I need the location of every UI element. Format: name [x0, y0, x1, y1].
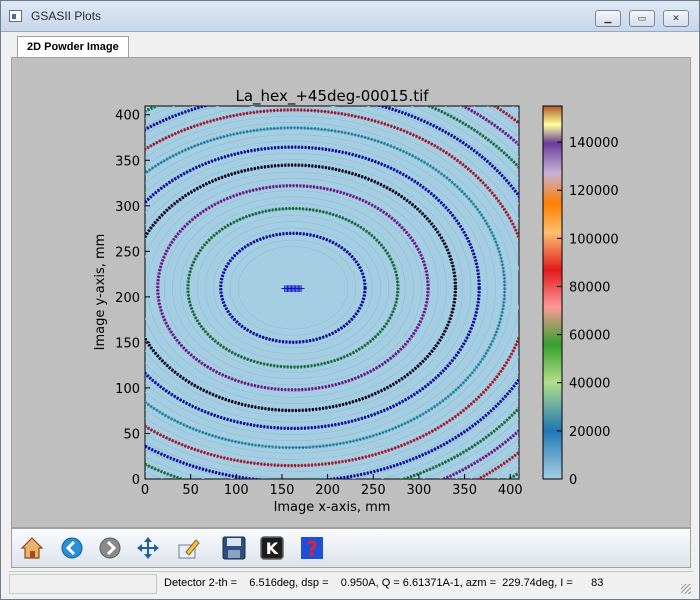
status-bar: Detector 2-th = 6.516deg, dsp = 0.950A, … — [9, 571, 693, 596]
beam-center-marker: + — [294, 282, 303, 295]
y-tick-label: 0 — [132, 473, 140, 488]
faint-ring — [145, 171, 447, 404]
ring-fit-line — [145, 146, 480, 429]
ring-fit-line — [145, 109, 519, 466]
faint-ring — [204, 221, 381, 355]
x-tick-label: 150 — [270, 483, 295, 498]
axes: 0 50 100 150 200 250 300 350 400 0 50 100 150 200 250 3… — [115, 109, 522, 498]
y-tick-label: 50 — [123, 427, 140, 442]
window-title: GSASII Plots — [31, 9, 102, 23]
chart-title: La_hex_+45deg-00015.tif — [235, 87, 429, 106]
beam-center-marker: + — [284, 282, 293, 295]
app-icon — [9, 10, 22, 22]
beam-center-marker: + — [288, 282, 297, 295]
figure[interactable]: La_hex_+45deg-00015.tif +++++++++++++ 0 5… — [12, 58, 690, 527]
back-icon[interactable] — [58, 534, 86, 562]
colorbar-tick-label: 40000 — [569, 377, 610, 392]
save-icon[interactable] — [220, 534, 248, 562]
y-tick-label: 350 — [115, 154, 140, 169]
resize-grip[interactable] — [681, 584, 691, 594]
colorbar — [542, 105, 563, 480]
faint-ring — [145, 153, 472, 423]
y-axis-label: Image y-axis, mm — [93, 234, 108, 351]
colorbar-tick-label: 100000 — [569, 232, 619, 247]
status-field-left — [9, 574, 157, 594]
x-tick-label: 350 — [452, 483, 477, 498]
y-tick-label: 100 — [115, 382, 140, 397]
y-tick-label: 150 — [115, 336, 140, 351]
x-tick-label: 50 — [182, 483, 199, 498]
ring-fit-line — [187, 208, 399, 368]
faint-ring — [237, 246, 349, 330]
beam-center-marker: + — [295, 282, 304, 295]
x-tick-label: 300 — [407, 483, 432, 498]
y-tick-label: 200 — [115, 291, 140, 306]
plot-tab-strip: 2D Powder Image — [11, 35, 691, 58]
home-icon[interactable] — [18, 534, 46, 562]
beam-center-marker: + — [287, 282, 296, 295]
x-tick-label: 0 — [141, 483, 149, 498]
ring-fit-line — [157, 185, 429, 391]
beam-center-marker: + — [286, 282, 295, 295]
beam-center-marker: + — [283, 282, 292, 295]
ring-fit-line — [145, 164, 456, 411]
x-tick-label: 200 — [315, 483, 340, 498]
colorbar-tick-label: 120000 — [569, 184, 619, 199]
faint-ring — [145, 134, 496, 442]
keypress-icon[interactable]: K — [258, 534, 286, 562]
faint-ring — [145, 140, 488, 435]
beam-center-marker: + — [292, 282, 301, 295]
beam-center-marker: + — [297, 282, 306, 295]
faint-ring — [163, 190, 422, 386]
colorbar-tick-label: 80000 — [569, 280, 610, 295]
beam-center-marker: + — [280, 282, 289, 295]
ring-fit-line — [145, 127, 505, 448]
y-tick-label: 300 — [115, 200, 140, 215]
colorbar-tick-label: 60000 — [569, 329, 610, 344]
x-tick-label: 100 — [224, 483, 249, 498]
status-cursor-readout: Detector 2-th = 6.516deg, dsp = 0.950A, … — [164, 577, 604, 589]
faint-ring — [145, 159, 464, 417]
svg-text:K: K — [266, 539, 279, 558]
faint-ring — [213, 227, 373, 349]
faint-ring — [229, 239, 357, 336]
faint-ring — [145, 122, 513, 454]
tab-2d-powder-image[interactable]: 2D Powder Image — [17, 36, 129, 58]
colorbar-tick-label: 0 — [569, 473, 577, 488]
faint-ring — [147, 177, 439, 398]
forward-icon[interactable] — [96, 534, 124, 562]
faint-ring — [145, 106, 519, 479]
beam-center-marker: + — [281, 282, 290, 295]
image-layer: +++++++++++++ — [145, 106, 519, 479]
close-button[interactable]: ✕ — [663, 10, 689, 27]
beam-center-marker: + — [291, 282, 300, 295]
ring-fit-line — [220, 233, 366, 343]
help-icon[interactable]: ? — [298, 534, 326, 562]
beam-center-marker: + — [290, 282, 299, 295]
x-axis-label: Image x-axis, mm — [274, 500, 391, 515]
y-tick-label: 400 — [115, 109, 140, 124]
y-tick-label: 250 — [115, 245, 140, 260]
colorbar-tick-label: 20000 — [569, 425, 610, 440]
plot-canvas[interactable]: La_hex_+45deg-00015.tif + + + + + + + + + + + + + 0 5… — [11, 57, 691, 528]
maximize-button[interactable]: ▭ — [629, 10, 655, 27]
colorbar-tick-label: 140000 — [569, 136, 619, 151]
x-tick-label: 250 — [361, 483, 386, 498]
svg-text:?: ? — [306, 537, 318, 561]
toolbar: K ? — [11, 528, 691, 568]
minimize-button[interactable]: ▁ — [595, 10, 621, 27]
configure-icon[interactable] — [174, 534, 202, 562]
faint-ring — [196, 215, 390, 361]
faint-ring — [180, 202, 406, 373]
faint-ring — [145, 106, 519, 473]
colorbar-ticks: 0 20000 40000 60000 80000 100000 120000 140000 — [557, 136, 619, 488]
pan-icon[interactable] — [134, 534, 162, 562]
faint-ring — [145, 115, 519, 460]
faint-ring — [172, 196, 414, 380]
title-bar[interactable]: GSASII Plots ▁ ▭ ✕ — [1, 1, 699, 32]
x-tick-label: 400 — [498, 483, 523, 498]
